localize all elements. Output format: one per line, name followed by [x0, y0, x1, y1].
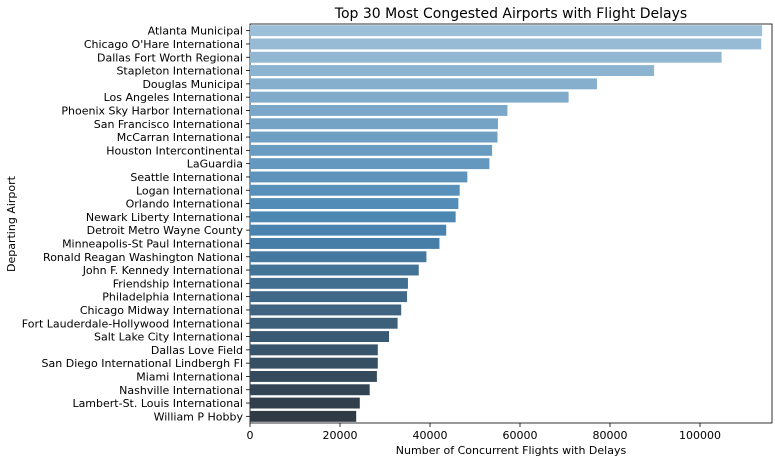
bar [250, 104, 508, 116]
y-tick-label: Salt Lake City International [94, 331, 243, 344]
y-tick-label: Philadelphia International [102, 291, 243, 304]
y-tick-label: McCarran International [117, 131, 243, 144]
bar [250, 118, 498, 130]
y-axis-label: Departing Airport [5, 175, 18, 272]
y-tick-label: Seattle International [130, 171, 243, 184]
bar [250, 237, 440, 249]
bar [250, 370, 377, 382]
bar [250, 65, 655, 77]
y-tick-label: Minneapolis-St Paul International [62, 237, 243, 250]
y-tick-label: Orlando International [126, 198, 243, 211]
bar [250, 171, 468, 183]
y-tick-label: Stapleton International [116, 65, 243, 78]
y-tick-label: Fort Lauderdale-Hollywood International [22, 317, 243, 330]
y-tick-label: LaGuardia [187, 158, 243, 171]
y-tick-label: Chicago Midway International [80, 304, 243, 317]
y-tick-label: Miami International [136, 370, 243, 383]
y-tick-label: Lambert-St. Louis International [72, 397, 243, 410]
bar [250, 91, 569, 103]
x-tick-label: 100000 [679, 429, 721, 442]
plot-frame [249, 23, 773, 424]
bar [250, 25, 763, 37]
y-tick-label: Los Angeles International [104, 91, 243, 104]
bar [250, 344, 378, 356]
bar [250, 291, 408, 303]
bar [250, 251, 427, 263]
bar [250, 144, 493, 156]
bar [250, 264, 419, 276]
bar [250, 357, 378, 369]
y-tick-label: John F. Kennedy International [82, 264, 243, 277]
y-tick-label: Houston Intercontinental [106, 144, 243, 157]
y-tick-label: Nashville International [119, 384, 243, 397]
bar [250, 277, 408, 289]
y-tick-label: Ronald Reagan Washington National [43, 251, 243, 264]
bar [250, 304, 402, 316]
y-tick-label: Phoenix Sky Harbor International [61, 104, 243, 117]
y-tick-label: San Francisco International [94, 118, 243, 131]
x-tick-label: 0 [247, 429, 254, 442]
bar [250, 331, 390, 343]
y-tick-label: Logan International [136, 184, 243, 197]
x-tick-label: 80000 [593, 429, 628, 442]
y-tick-label: William P Hobby [154, 410, 244, 423]
bar [250, 384, 370, 396]
y-tick-label: Atlanta Municipal [148, 25, 243, 38]
y-tick-label: Newark Liberty International [86, 211, 243, 224]
bar [250, 51, 722, 63]
bar [250, 211, 456, 223]
bar [250, 78, 597, 90]
bar [250, 158, 490, 170]
bar [250, 184, 460, 196]
x-axis-label: Number of Concurrent Flights with Delays [396, 444, 627, 457]
y-tick-label: Dallas Love Field [151, 344, 243, 357]
bar [250, 410, 357, 422]
y-tick-label: Chicago O'Hare International [84, 38, 243, 51]
y-tick-label: Detroit Metro Wayne County [87, 224, 244, 237]
x-tick-label: 60000 [503, 429, 538, 442]
x-tick-label: 40000 [413, 429, 448, 442]
y-tick-label: Douglas Municipal [142, 78, 243, 91]
bar [250, 38, 762, 50]
y-tick-label: Dallas Fort Worth Regional [97, 51, 243, 64]
y-tick-label: Friendship International [113, 277, 243, 290]
bar [250, 317, 398, 329]
bar [250, 397, 360, 409]
bar [250, 198, 459, 210]
y-tick-label: San Diego International Lindbergh Fl [42, 357, 243, 370]
bar [250, 224, 447, 236]
chart-title: Top 30 Most Congested Airports with Flig… [334, 6, 687, 22]
bar [250, 131, 498, 143]
x-tick-label: 20000 [323, 429, 358, 442]
